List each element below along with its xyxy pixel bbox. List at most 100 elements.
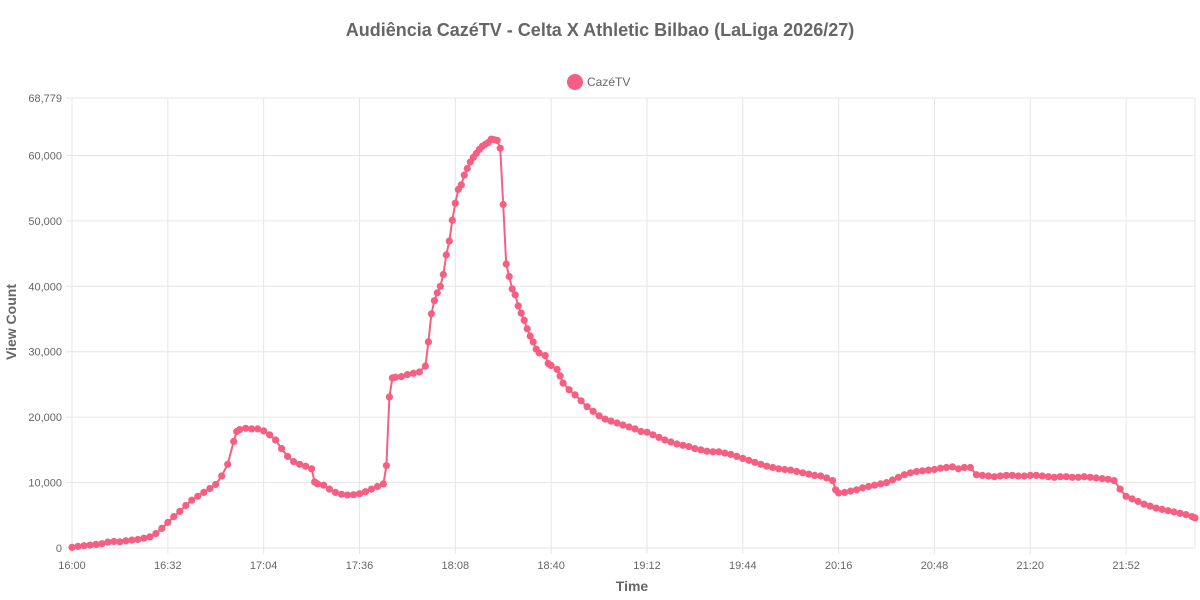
data-point[interactable]	[170, 513, 178, 521]
data-point[interactable]	[424, 338, 432, 346]
data-point[interactable]	[448, 216, 456, 224]
data-point[interactable]	[514, 302, 522, 310]
data-point[interactable]	[302, 462, 310, 470]
data-point[interactable]	[158, 524, 166, 533]
data-point[interactable]	[865, 482, 873, 491]
data-point[interactable]	[978, 471, 987, 479]
data-point[interactable]	[436, 282, 444, 290]
data-point[interactable]	[1164, 507, 1172, 515]
data-point[interactable]	[1110, 477, 1118, 485]
data-point[interactable]	[990, 473, 999, 481]
data-point[interactable]	[918, 467, 927, 475]
data-point[interactable]	[888, 476, 897, 484]
data-point[interactable]	[559, 379, 567, 387]
data-point[interactable]	[541, 352, 549, 360]
data-point[interactable]	[110, 537, 118, 546]
data-point[interactable]	[841, 488, 849, 496]
data-point[interactable]	[595, 412, 603, 420]
data-point[interactable]	[284, 452, 292, 460]
data-point[interactable]	[451, 199, 459, 207]
data-point[interactable]	[1002, 471, 1010, 479]
data-point[interactable]	[1080, 473, 1088, 481]
data-point[interactable]	[1182, 510, 1190, 519]
data-point[interactable]	[382, 462, 390, 470]
data-point[interactable]	[960, 463, 969, 472]
data-point[interactable]	[1140, 500, 1148, 508]
data-point[interactable]	[972, 471, 981, 479]
data-point[interactable]	[442, 251, 450, 259]
data-point[interactable]	[661, 436, 669, 444]
data-point[interactable]	[553, 365, 561, 373]
data-point[interactable]	[763, 462, 771, 470]
data-point[interactable]	[679, 441, 687, 449]
data-point[interactable]	[936, 464, 945, 472]
data-point[interactable]	[769, 463, 777, 472]
data-point[interactable]	[511, 291, 519, 299]
data-point[interactable]	[86, 541, 94, 549]
data-point[interactable]	[1050, 473, 1058, 481]
data-point[interactable]	[460, 171, 468, 179]
data-point[interactable]	[547, 361, 555, 370]
data-point[interactable]	[817, 472, 825, 480]
data-point[interactable]	[535, 349, 543, 357]
data-point[interactable]	[556, 372, 564, 380]
data-point[interactable]	[906, 469, 915, 477]
data-point[interactable]	[134, 535, 142, 544]
data-point[interactable]	[517, 309, 525, 317]
data-point[interactable]	[859, 484, 867, 492]
data-point[interactable]	[847, 487, 855, 495]
data-point[interactable]	[727, 450, 735, 458]
data-point[interactable]	[140, 534, 148, 542]
data-point[interactable]	[320, 481, 328, 489]
data-point[interactable]	[1104, 475, 1112, 483]
data-point[interactable]	[325, 485, 334, 493]
data-point[interactable]	[122, 537, 130, 545]
data-point[interactable]	[206, 484, 214, 493]
data-point[interactable]	[942, 463, 951, 472]
data-point[interactable]	[505, 272, 513, 281]
data-point[interactable]	[649, 431, 657, 439]
data-point[interactable]	[853, 486, 861, 494]
data-point[interactable]	[314, 480, 322, 488]
data-point[interactable]	[757, 460, 765, 468]
data-point[interactable]	[709, 448, 717, 456]
data-point[interactable]	[493, 136, 501, 144]
data-point[interactable]	[421, 362, 429, 370]
data-point[interactable]	[607, 417, 615, 425]
data-point[interactable]	[924, 466, 933, 474]
data-point[interactable]	[272, 436, 280, 444]
data-point[interactable]	[1008, 471, 1016, 479]
data-point[interactable]	[367, 485, 376, 493]
data-point[interactable]	[691, 445, 699, 453]
data-point[interactable]	[894, 473, 903, 481]
data-point[interactable]	[523, 325, 531, 333]
data-point[interactable]	[775, 465, 783, 473]
data-point[interactable]	[823, 474, 831, 482]
data-point[interactable]	[337, 490, 346, 498]
data-point[interactable]	[403, 371, 411, 379]
data-point[interactable]	[625, 423, 633, 431]
data-point[interactable]	[98, 540, 106, 548]
data-point[interactable]	[1098, 475, 1106, 483]
data-point[interactable]	[520, 316, 528, 324]
data-point[interactable]	[427, 310, 435, 318]
data-point[interactable]	[194, 492, 202, 500]
data-point[interactable]	[526, 332, 534, 340]
data-point[interactable]	[1086, 473, 1094, 481]
data-point[interactable]	[430, 297, 438, 305]
data-point[interactable]	[619, 421, 627, 429]
data-point[interactable]	[349, 491, 358, 499]
data-point[interactable]	[781, 465, 789, 474]
data-point[interactable]	[224, 460, 232, 468]
data-point[interactable]	[230, 437, 238, 445]
data-point[interactable]	[68, 543, 76, 551]
data-point[interactable]	[385, 393, 393, 401]
data-point[interactable]	[577, 397, 585, 405]
data-point[interactable]	[805, 470, 813, 478]
data-point[interactable]	[104, 538, 112, 546]
data-point[interactable]	[1176, 509, 1184, 517]
data-point[interactable]	[1122, 492, 1130, 500]
data-point[interactable]	[1170, 508, 1178, 516]
data-point[interactable]	[212, 480, 220, 489]
data-point[interactable]	[439, 270, 447, 279]
